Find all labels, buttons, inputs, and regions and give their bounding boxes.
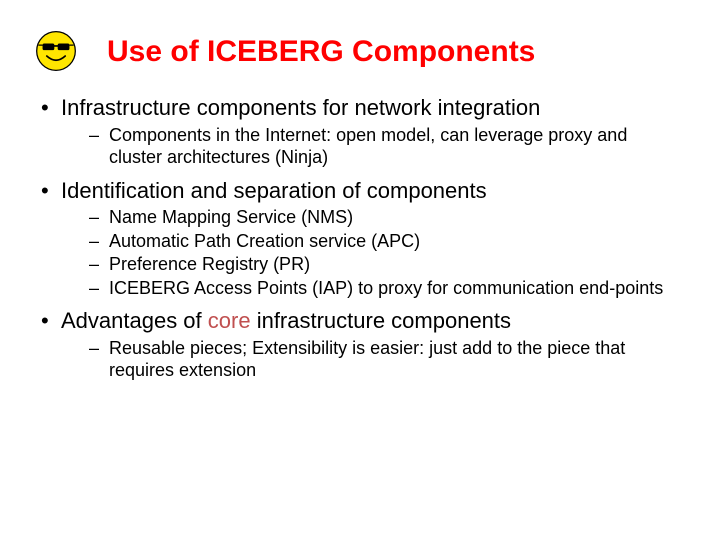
bullet-1-sublist: Components in the Internet: open model, …	[61, 124, 685, 169]
bullet-1: Infrastructure components for network in…	[35, 94, 685, 169]
bullet-1-text: Infrastructure components for network in…	[61, 95, 540, 120]
bullet-2-sub-0: Name Mapping Service (NMS)	[61, 206, 685, 229]
bullet-3-sub-0: Reusable pieces; Extensibility is easier…	[61, 337, 685, 382]
bullet-2: Identification and separation of compone…	[35, 177, 685, 300]
slide-title: Use of ICEBERG Components	[107, 35, 535, 68]
bullet-2-sub-3: ICEBERG Access Points (IAP) to proxy for…	[61, 277, 685, 300]
bullet-2-sub-2: Preference Registry (PR)	[61, 253, 685, 276]
bullet-3-post: infrastructure components	[251, 308, 511, 333]
bullet-1-sub-0: Components in the Internet: open model, …	[61, 124, 685, 169]
smiley-sunglasses-icon	[35, 30, 77, 72]
slide: Use of ICEBERG Components Infrastructure…	[0, 0, 720, 410]
bullet-3: Advantages of core infrastructure compon…	[35, 307, 685, 382]
bullet-2-text: Identification and separation of compone…	[61, 178, 487, 203]
bullet-3-core-word: core	[208, 308, 251, 333]
bullet-2-sub-1: Automatic Path Creation service (APC)	[61, 230, 685, 253]
bullet-3-sublist: Reusable pieces; Extensibility is easier…	[61, 337, 685, 382]
bullet-2-sublist: Name Mapping Service (NMS) Automatic Pat…	[61, 206, 685, 299]
slide-header: Use of ICEBERG Components	[35, 30, 685, 72]
bullet-list: Infrastructure components for network in…	[35, 94, 685, 382]
bullet-3-pre: Advantages of	[61, 308, 208, 333]
